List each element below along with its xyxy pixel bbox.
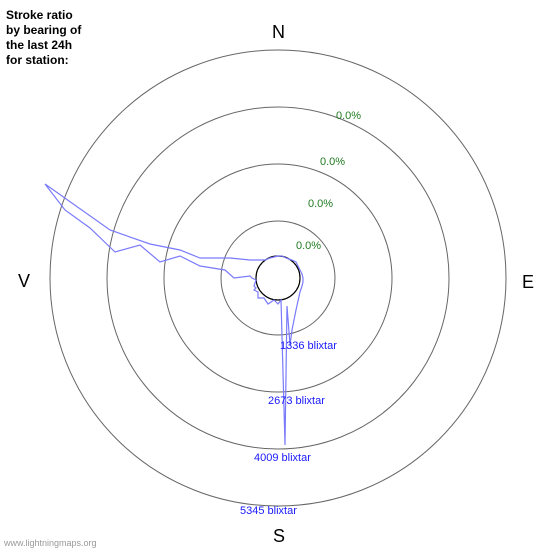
- title-line2: by bearing of: [6, 23, 81, 38]
- compass-south: S: [273, 526, 285, 547]
- ring-pct-label: 0.0%: [308, 198, 333, 210]
- title-line3: the last 24h: [6, 38, 81, 53]
- ring-pct-label: 0.0%: [336, 110, 361, 122]
- polar-chart: [0, 0, 550, 550]
- compass-north: N: [272, 22, 285, 43]
- footer-credit: www.lightningmaps.org: [4, 538, 97, 548]
- ring-blixtar-label: 4009 blixtar: [254, 452, 311, 464]
- chart-title: Stroke ratio by bearing of the last 24h …: [6, 8, 81, 68]
- ring-blixtar-label: 5345 blixtar: [240, 505, 297, 517]
- compass-west: V: [18, 271, 30, 292]
- ring-pct-label: 0.0%: [296, 240, 321, 252]
- title-line4: for station:: [6, 53, 81, 68]
- compass-east: E: [522, 272, 534, 293]
- ring-blixtar-label: 2673 blixtar: [268, 395, 325, 407]
- title-line1: Stroke ratio: [6, 8, 81, 23]
- ring-blixtar-label: 1336 blixtar: [280, 340, 337, 352]
- ring-pct-label: 0.0%: [320, 156, 345, 168]
